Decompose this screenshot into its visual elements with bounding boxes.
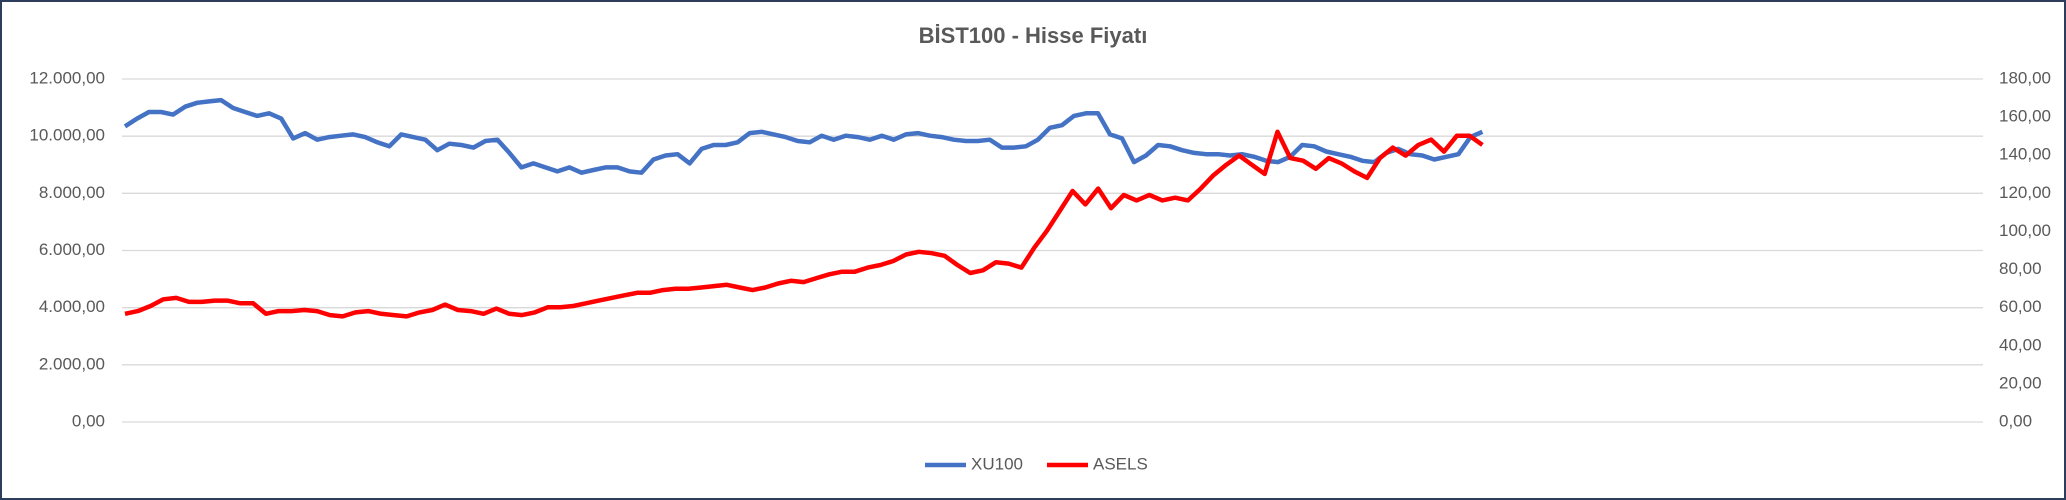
y2-tick-label: 100,00 — [1999, 221, 2051, 240]
y2-tick-label: 80,00 — [1999, 259, 2042, 278]
legend-label: XU100 — [971, 454, 1023, 473]
chart-title: BİST100 - Hisse Fiyatı — [919, 23, 1148, 48]
y2-tick-label: 160,00 — [1999, 107, 2051, 126]
y-tick-label: 4.000,00 — [39, 297, 105, 316]
series-line — [124, 129, 1484, 319]
y-tick-label: 12.000,00 — [29, 68, 105, 87]
y2-tick-label: 60,00 — [1999, 297, 2042, 316]
y-tick-label: 6.000,00 — [39, 240, 105, 259]
series-line — [123, 97, 1484, 175]
y2-tick-label: 0,00 — [1999, 411, 2032, 430]
legend-label: ASELS — [1093, 454, 1148, 473]
y2-tick-label: 20,00 — [1999, 373, 2042, 392]
y-tick-label: 2.000,00 — [39, 354, 105, 373]
y-tick-label: 8.000,00 — [39, 183, 105, 202]
y2-tick-label: 180,00 — [1999, 68, 2051, 87]
y2-tick-label: 140,00 — [1999, 145, 2051, 164]
y2-tick-label: 120,00 — [1999, 183, 2051, 202]
y-tick-label: 0,00 — [72, 411, 105, 430]
y-tick-label: 10.000,00 — [29, 126, 105, 145]
y2-tick-label: 40,00 — [1999, 335, 2042, 354]
